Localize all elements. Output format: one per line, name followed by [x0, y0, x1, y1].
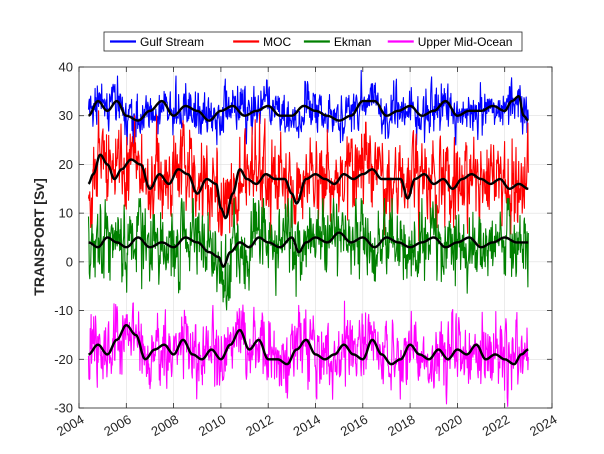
- legend-label-2: Ekman: [334, 35, 371, 49]
- y-tick-label-2: -10: [54, 303, 73, 318]
- legend: Gulf Stream MOC Ekman Upper Mid-Ocean: [103, 31, 523, 52]
- series-line-3: [87, 300, 529, 407]
- legend-label-3: Upper Mid-Ocean: [418, 35, 513, 49]
- legend-label-0: Gulf Stream: [140, 35, 204, 49]
- plot-area: 2004 2006 2008 2010 2012 2014 2016 2018 2020 2022…: [54, 60, 560, 440]
- smoothed-line-3: [88, 324, 529, 366]
- series-line-0: [87, 69, 529, 146]
- y-tick-label-0: -30: [54, 401, 73, 416]
- smoothed-line-0: [88, 95, 529, 122]
- y-tick-label-6: 30: [59, 108, 73, 123]
- y-tick-label-5: 20: [59, 157, 73, 172]
- smoothed-line-2: [88, 231, 529, 268]
- y-tick-label-1: -20: [54, 352, 73, 367]
- legend-label-1: MOC: [263, 35, 291, 49]
- y-tick-label-3: 0: [66, 254, 73, 269]
- y-tick-label-7: 40: [59, 60, 73, 75]
- series-line-2: [87, 197, 529, 311]
- y-tick-label-4: 10: [59, 206, 73, 221]
- smoothed-line-1: [87, 153, 529, 220]
- y-axis-title: TRANSPORT [Sv]: [31, 178, 47, 295]
